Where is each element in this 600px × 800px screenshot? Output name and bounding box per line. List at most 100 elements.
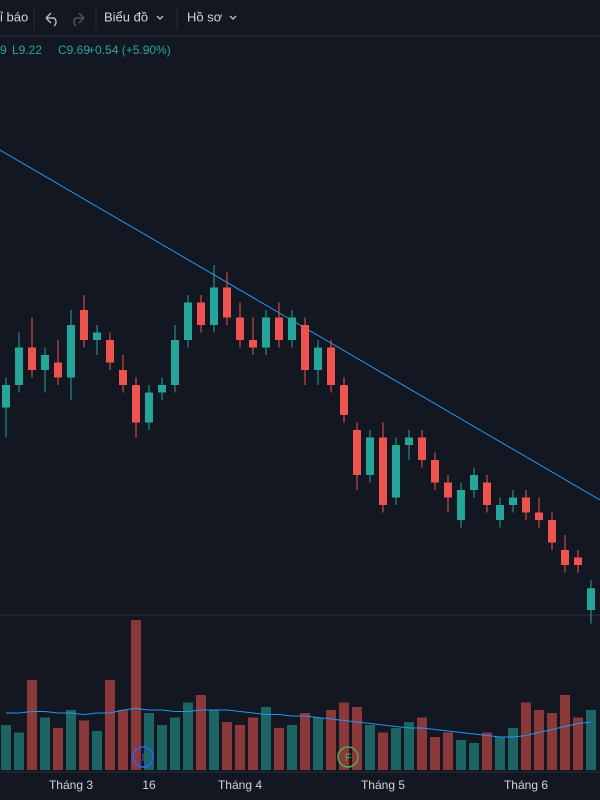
volume-bar — [27, 680, 37, 770]
chevron — [156, 15, 164, 21]
candle-body — [574, 557, 582, 565]
candle-body — [587, 588, 595, 610]
volume-bar — [352, 707, 362, 770]
volume-bar — [66, 710, 76, 770]
candle-body — [236, 317, 244, 340]
event-marker[interactable] — [132, 746, 154, 768]
candle-body — [132, 385, 140, 423]
volume-bar — [40, 717, 50, 770]
volume-bar — [365, 725, 375, 770]
profile-menu[interactable]: Hồ sơ — [187, 9, 223, 24]
candle-body — [405, 437, 413, 445]
candle-body — [158, 385, 166, 393]
candle-body — [67, 325, 75, 378]
volume-bar — [248, 717, 258, 770]
toolbar — [0, 0, 600, 36]
candle-body — [496, 505, 504, 520]
candle-body — [184, 302, 192, 340]
candle-body — [119, 370, 127, 385]
candle-body — [171, 340, 179, 385]
volume-bar — [469, 743, 479, 770]
legend-low: L9.22 — [12, 43, 42, 57]
candle-body — [15, 347, 23, 385]
volume-bar — [300, 713, 310, 770]
candle-body — [145, 392, 153, 423]
volume-bar — [482, 732, 492, 770]
volume-bar — [443, 732, 453, 770]
event-label: I — [141, 752, 144, 764]
volume-bar — [157, 725, 167, 770]
volume-bar — [521, 702, 531, 770]
chart-menu[interactable]: Biểu đồ — [104, 9, 148, 24]
volume-bar — [313, 717, 323, 770]
candle-body — [470, 475, 478, 490]
volume-bar — [209, 710, 219, 770]
x-tick-label: Tháng 5 — [361, 778, 405, 792]
candle-body — [509, 497, 517, 505]
legend-high: 9 — [0, 43, 7, 57]
trend-line[interactable] — [0, 149, 600, 501]
candle-body — [340, 385, 348, 415]
volume-bar — [495, 737, 505, 770]
candle-body — [327, 347, 335, 385]
volume-bar — [79, 720, 89, 770]
candle-body — [314, 347, 322, 370]
volume-bar — [547, 713, 557, 770]
candle-body — [197, 302, 205, 325]
candle-body — [223, 287, 231, 318]
volume-bar — [131, 620, 141, 770]
volume-bar — [144, 713, 154, 770]
candle-body — [262, 317, 270, 348]
candle-body — [353, 430, 361, 475]
volume-bar — [339, 702, 349, 770]
volume-bar — [53, 728, 63, 770]
volume-bar — [586, 710, 596, 770]
x-tick-label: Tháng 3 — [49, 778, 93, 792]
legend-close: C9.69 — [58, 43, 90, 57]
candle-body — [548, 520, 556, 543]
candle-body — [249, 340, 257, 348]
volume-bar — [326, 710, 336, 770]
volume-bar — [287, 725, 297, 770]
indicators-button[interactable]: ỉ báo — [0, 9, 28, 24]
candle-body — [106, 340, 114, 363]
volume-bar — [430, 737, 440, 770]
redo-icon[interactable] — [73, 12, 85, 27]
legend-change: +0.54 (+5.90%) — [88, 43, 171, 57]
candle-body — [535, 512, 543, 520]
candle-body — [2, 385, 10, 408]
candle-body — [418, 437, 426, 460]
candle-body — [392, 445, 400, 498]
candle-body — [457, 490, 465, 520]
chevron — [229, 15, 237, 21]
volume-bar — [92, 731, 102, 770]
volume-bar — [1, 725, 11, 770]
x-tick-label: 16 — [142, 778, 156, 792]
volume-bar — [391, 728, 401, 770]
candle-body — [54, 362, 62, 378]
candle-body — [41, 355, 49, 370]
volume-bar — [378, 732, 388, 770]
candle-body — [561, 550, 569, 565]
volume-bar — [105, 680, 115, 770]
candle-body — [431, 460, 439, 483]
candle-body — [275, 317, 283, 340]
x-tick-label: Tháng 6 — [504, 778, 548, 792]
volume-bar — [118, 710, 128, 770]
candle-body — [444, 482, 452, 498]
volume-bar — [508, 728, 518, 770]
volume-bar — [417, 717, 427, 770]
volume-bar — [404, 722, 414, 770]
event-marker[interactable] — [337, 746, 359, 768]
volume-bar — [560, 695, 570, 770]
volume-bar — [534, 710, 544, 770]
candle-body — [366, 437, 374, 475]
candle-body — [210, 287, 218, 325]
undo-icon[interactable] — [45, 12, 57, 27]
volume-bar — [222, 722, 232, 770]
candle-body — [28, 347, 36, 370]
volume-bar — [261, 707, 271, 770]
candle-body — [379, 437, 387, 505]
